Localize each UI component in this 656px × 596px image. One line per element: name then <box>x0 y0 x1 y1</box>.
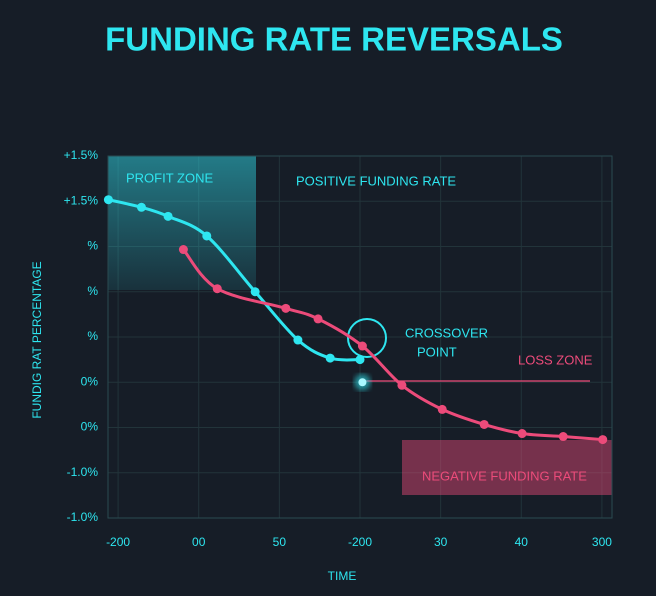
x-axis-label: TIME <box>328 569 357 583</box>
x-tick-label: -200 <box>348 535 372 549</box>
data-point <box>313 314 323 324</box>
x-tick-label: -200 <box>106 535 130 549</box>
y-tick-label: +1.5% <box>64 148 99 162</box>
x-tick-label: 30 <box>434 535 448 549</box>
loss-zone <box>402 440 612 495</box>
data-point <box>293 335 303 345</box>
x-tick-label: 300 <box>592 535 612 549</box>
y-tick-label: 0% <box>81 420 99 434</box>
data-point <box>517 429 527 439</box>
x-tick-label: 40 <box>515 535 529 549</box>
annotation: LOSS ZONE <box>518 352 593 367</box>
y-tick-label: % <box>87 284 98 298</box>
y-tick-label: -1.0% <box>67 465 99 479</box>
data-point <box>357 341 367 351</box>
x-tick-label: 00 <box>192 535 206 549</box>
data-point <box>163 211 173 221</box>
y-tick-label: % <box>87 329 98 343</box>
data-point <box>558 432 568 442</box>
data-point <box>325 353 335 363</box>
y-tick-label: % <box>87 239 98 253</box>
data-point <box>178 245 188 255</box>
data-point <box>397 380 407 390</box>
data-point <box>202 231 212 241</box>
annotation: CROSSOVER <box>405 325 488 340</box>
data-point <box>437 404 447 414</box>
annotation: NEGATIVE FUNDING RATE <box>422 468 587 483</box>
annotation: POINT <box>417 344 457 359</box>
y-tick-label: +1.5% <box>64 193 99 207</box>
x-tick-label: 50 <box>273 535 287 549</box>
chart-title: FUNDING RATE REVERSALS <box>105 21 563 58</box>
plot-frame <box>107 155 613 519</box>
data-point <box>250 287 260 297</box>
annotation: POSITIVE FUNDING RATE <box>296 173 456 188</box>
data-point <box>212 284 222 294</box>
data-point <box>598 435 608 445</box>
y-axis-label: FUNDIG RAT PERCENTAGE <box>30 261 44 418</box>
data-point <box>479 419 489 429</box>
crossover-point <box>358 378 367 387</box>
annotation: PROFIT ZONE <box>126 170 213 185</box>
data-point <box>103 195 113 205</box>
data-point <box>136 202 146 212</box>
data-point <box>281 303 291 313</box>
data-point <box>355 355 365 365</box>
y-tick-label: 0% <box>81 374 99 388</box>
crossover-ring <box>347 318 387 358</box>
y-tick-label: -1.0% <box>67 510 99 524</box>
